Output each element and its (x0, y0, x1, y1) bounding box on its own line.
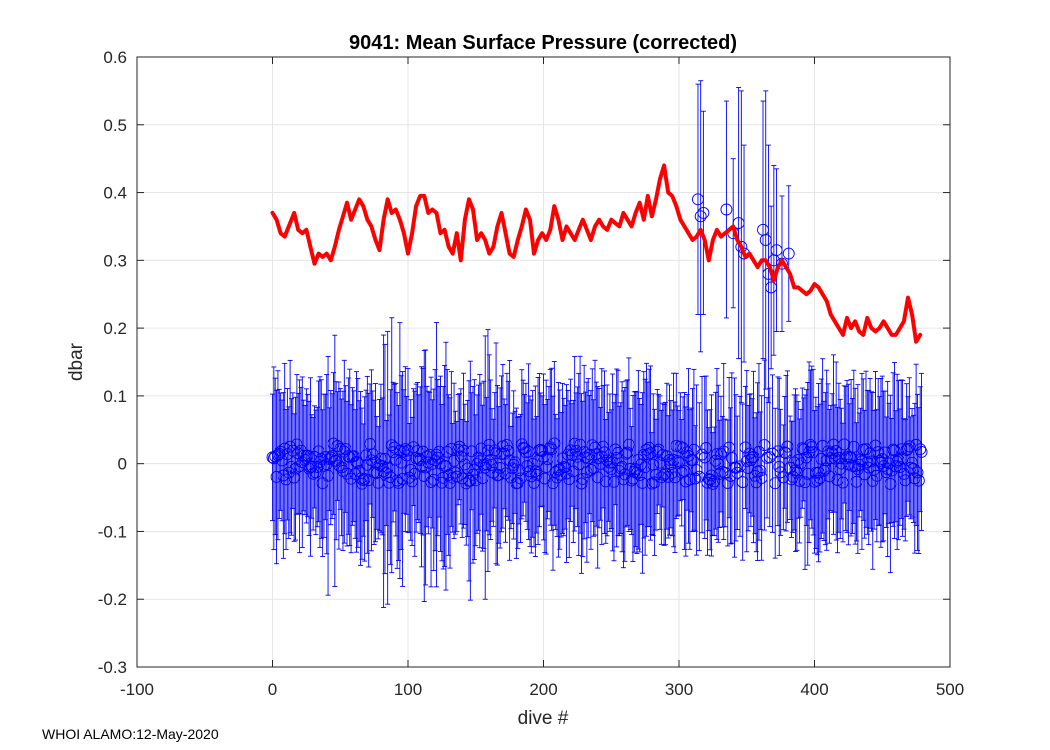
data-marker (754, 464, 767, 477)
y-tick-label: -0.1 (98, 522, 127, 541)
data-marker (694, 210, 707, 223)
errorbar-point (650, 418, 662, 531)
errorbar-point (609, 393, 622, 506)
data-marker (721, 477, 734, 489)
errorbar-point (827, 354, 840, 535)
smoothed-line-series (270, 163, 923, 344)
y-tick-label: 0.1 (103, 387, 127, 406)
errorbar-point (712, 384, 725, 543)
x-axis-label: dive # (518, 708, 569, 729)
errorbar-point (912, 407, 925, 555)
data-marker (782, 247, 795, 260)
x-tick-label: 0 (268, 680, 277, 699)
errorbar-point (408, 390, 421, 557)
data-marker (715, 448, 727, 461)
x-tick-label: 400 (800, 680, 828, 699)
x-tick-label: -100 (120, 680, 154, 699)
y-tick-label: 0.6 (103, 48, 127, 67)
data-marker (735, 240, 748, 253)
errorbar-point (545, 367, 558, 531)
errorbar-point-highlighted (697, 110, 710, 316)
smoothed-pressure-line (270, 163, 923, 344)
y-axis-label: dbar (66, 342, 87, 381)
y-tick-label: 0.5 (103, 116, 127, 135)
errorbar-point (799, 394, 811, 570)
errorbar-point-highlighted (694, 80, 707, 353)
data-marker (697, 206, 710, 219)
y-tick-label: 0.2 (103, 319, 127, 338)
data-marker (720, 203, 733, 216)
errorbar-point (448, 382, 461, 540)
y-tick-label: -0.3 (98, 658, 127, 677)
errorbar-point (502, 380, 515, 521)
y-tick-label: 0.3 (103, 251, 127, 270)
errorbar-point-highlighted (782, 185, 795, 322)
errorbar-point-highlighted (720, 100, 733, 319)
data-marker (912, 474, 925, 487)
data-marker (777, 471, 790, 484)
errorbar-point (715, 395, 727, 513)
chart-title: 9041: Mean Surface Pressure (corrected) (349, 32, 737, 54)
y-tick-label: -0.2 (98, 590, 127, 609)
data-marker (911, 466, 924, 479)
errorbar-point (660, 382, 673, 530)
x-tick-label: 100 (394, 680, 422, 699)
axis-ticks: -100 0 100 200 300 400 500 -0.3 -0.2 -0.1 0 0.1 0.2 0… (98, 48, 964, 699)
errorbar-point (582, 378, 595, 539)
errorbar-point (911, 393, 924, 551)
footer-stamp: WHOI ALAMO:12-May-2020 (42, 726, 219, 742)
errorbar-point (838, 385, 851, 504)
errorbar-series (266, 80, 928, 608)
data-marker (914, 443, 927, 456)
errorbar-point (687, 368, 700, 531)
data-marker (915, 445, 928, 458)
errorbar-point (865, 391, 878, 532)
errorbar-point-highlighted (732, 87, 745, 360)
y-tick-label: 0 (118, 455, 127, 474)
data-marker (686, 454, 699, 467)
y-tick-label: 0.4 (103, 184, 127, 203)
errorbar-point (316, 409, 329, 557)
errorbar-point (366, 390, 379, 518)
errorbar-point (915, 372, 928, 531)
errorbar-point (842, 383, 855, 546)
x-tick-label: 500 (936, 680, 964, 699)
errorbar-point (641, 381, 654, 528)
x-tick-label: 300 (665, 680, 693, 699)
data-marker (776, 257, 788, 270)
x-tick-label: 200 (529, 680, 557, 699)
errorbar-point (754, 411, 767, 530)
